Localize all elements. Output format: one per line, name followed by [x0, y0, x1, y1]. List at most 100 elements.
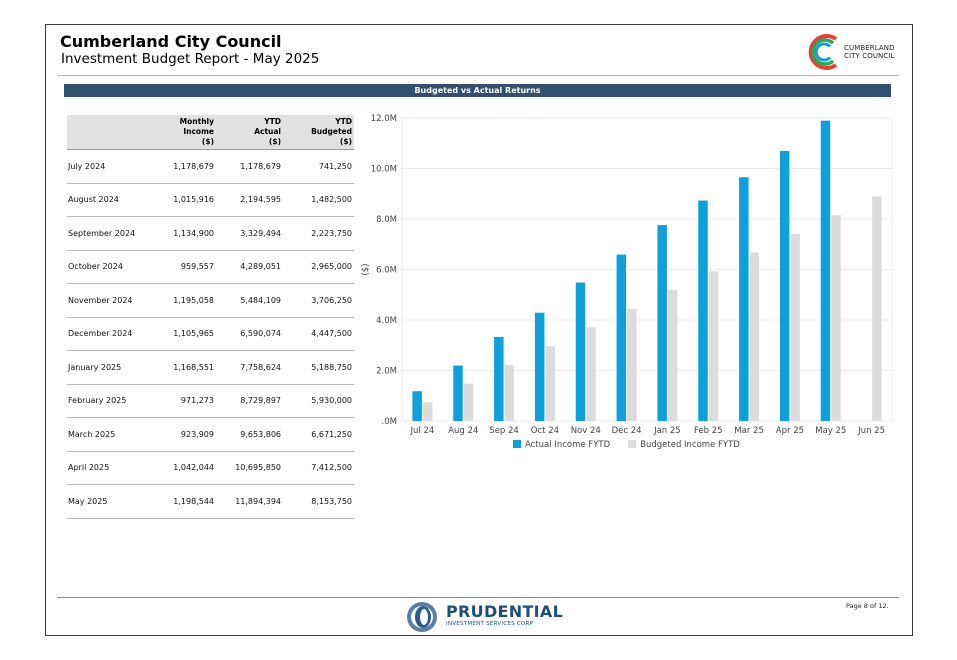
bar-actual — [739, 177, 749, 421]
bar-actual — [412, 391, 422, 421]
bar-budgeted — [872, 196, 882, 421]
cell-ytd-budgeted: 8,153,750 — [283, 484, 354, 519]
cell-ytd-actual: 5,484,109 — [216, 283, 283, 318]
cell-ytd-actual: 6,590,074 — [216, 317, 283, 351]
header-line: ($) — [268, 137, 281, 146]
cell-ytd-budgeted: 5,930,000 — [283, 384, 354, 418]
cell-monthly-income: 1,198,544 — [157, 484, 216, 519]
cell-ytd-actual: 4,289,051 — [216, 250, 283, 284]
cell-month: July 2024 — [67, 149, 157, 184]
cell-ytd-budgeted: 1,482,500 — [283, 183, 354, 217]
legend-label: Budgeted Income FYTD — [640, 440, 740, 450]
bar-actual — [534, 312, 545, 421]
table-row: December 2024 1,105,965 6,590,074 4,447,500 — [67, 317, 354, 351]
header-ytd-actual: YTD Actual ($) — [216, 115, 283, 150]
table-row: July 2024 1,178,679 1,178,679 741,250 — [67, 149, 354, 184]
x-tick-label: Jul 24 — [410, 426, 435, 436]
table-row: February 2025 971,273 8,729,897 5,930,000 — [67, 384, 354, 418]
bar-actual — [820, 120, 831, 421]
cell-month: November 2024 — [67, 283, 157, 318]
cell-ytd-budgeted: 6,671,250 — [283, 417, 354, 452]
section-banner: Budgeted vs Actual Returns — [64, 84, 891, 97]
cell-ytd-budgeted: 2,223,750 — [283, 216, 354, 251]
header-monthly-income: Monthly Income ($) — [157, 115, 216, 150]
prudential-logo-mark-icon — [407, 602, 437, 632]
bar-budgeted — [708, 271, 719, 421]
cell-ytd-budgeted: 4,447,500 — [283, 317, 354, 351]
header-line: Income — [183, 127, 214, 136]
bar-budgeted — [749, 252, 760, 421]
header-line: Budgeted — [311, 127, 352, 136]
table-row: August 2024 1,015,916 2,194,595 1,482,500 — [67, 183, 354, 217]
cell-ytd-actual: 11,894,394 — [216, 484, 283, 519]
y-tick-label: .0M — [382, 417, 397, 427]
header-line: Monthly — [179, 117, 214, 126]
prudential-logo: PRUDENTIAL INVESTMENT SERVICES CORP — [404, 601, 563, 633]
cell-ytd-actual: 8,729,897 — [216, 384, 283, 418]
header-line: YTD — [335, 117, 352, 126]
footer-divider — [57, 597, 899, 598]
x-tick-label: Sep 24 — [489, 426, 519, 436]
table-row: January 2025 1,168,551 7,758,624 5,188,750 — [67, 350, 354, 385]
table-header-row: Monthly Income ($) YTD Actual ($) YTD Bu… — [67, 115, 354, 150]
cell-monthly-income: 1,168,551 — [157, 350, 216, 385]
cell-ytd-budgeted: 7,412,500 — [283, 451, 354, 485]
cell-ytd-actual: 9,653,806 — [216, 417, 283, 452]
cell-ytd-actual: 1,178,679 — [216, 149, 283, 184]
cell-month: March 2025 — [67, 417, 157, 452]
cell-month: August 2024 — [67, 183, 157, 217]
bar-actual — [575, 282, 586, 421]
header-line: ($) — [339, 137, 352, 146]
y-tick-label: 12.0M — [371, 114, 397, 124]
legend-swatch — [513, 440, 521, 448]
cell-ytd-budgeted: 2,965,000 — [283, 250, 354, 284]
cell-monthly-income: 1,042,044 — [157, 451, 216, 485]
cell-monthly-income: 971,273 — [157, 384, 216, 418]
header-line: YTD — [264, 117, 281, 126]
returns-bar-chart: .0M 2.0M 4.0M 6.0M 8.0M 10.0M 12.0M ($) Jul 24 Au… — [361, 114, 893, 450]
header-divider — [57, 75, 899, 76]
y-tick-label: 8.0M — [376, 215, 397, 225]
bar-actual — [616, 254, 627, 421]
y-tick-label: 4.0M — [376, 316, 397, 326]
header-month — [67, 115, 157, 150]
cell-monthly-income: 1,178,679 — [157, 149, 216, 184]
cell-monthly-income: 1,195,058 — [157, 283, 216, 318]
cumberland-council-logo: CUMBERLAND CITY COUNCIL — [806, 31, 901, 75]
legend-label: Actual Income FYTD — [525, 440, 611, 450]
y-tick-label: 2.0M — [376, 367, 397, 377]
bar-budgeted — [831, 215, 841, 421]
cell-ytd-actual: 2,194,595 — [216, 183, 283, 217]
bar-actual — [779, 150, 790, 421]
cell-monthly-income: 1,015,916 — [157, 183, 216, 217]
cell-month: April 2025 — [67, 451, 157, 485]
y-axis-label: ($) — [361, 263, 371, 275]
bar-budgeted — [586, 327, 596, 421]
cell-ytd-actual: 3,329,494 — [216, 216, 283, 251]
header-line: ($) — [201, 137, 214, 146]
bar-actual — [657, 225, 667, 421]
cell-monthly-income: 923,909 — [157, 417, 216, 452]
council-logo-mark-icon — [808, 34, 838, 70]
cell-monthly-income: 1,134,900 — [157, 216, 216, 251]
cell-monthly-income: 959,557 — [157, 250, 216, 284]
table-row: November 2024 1,195,058 5,484,109 3,706,250 — [67, 283, 354, 318]
cell-month: February 2025 — [67, 384, 157, 418]
cell-month: December 2024 — [67, 317, 157, 351]
bar-budgeted — [545, 346, 555, 421]
page-number: Page 8 of 12. — [846, 602, 889, 610]
bar-actual — [453, 365, 463, 421]
x-tick-label: Mar 25 — [734, 426, 764, 436]
x-tick-label: Dec 24 — [612, 426, 642, 436]
cell-month: May 2025 — [67, 484, 157, 519]
table-row: October 2024 959,557 4,289,051 2,965,000 — [67, 250, 354, 284]
legend-swatch — [628, 440, 637, 448]
bar-actual — [698, 200, 708, 421]
header-line: Actual — [254, 127, 281, 136]
bar-actual — [494, 336, 504, 421]
cell-month: October 2024 — [67, 250, 157, 284]
report-subtitle: Investment Budget Report - May 2025 — [61, 51, 320, 67]
cell-month: September 2024 — [67, 216, 157, 251]
y-tick-label: 6.0M — [376, 266, 397, 276]
cell-ytd-budgeted: 5,188,750 — [283, 350, 354, 385]
